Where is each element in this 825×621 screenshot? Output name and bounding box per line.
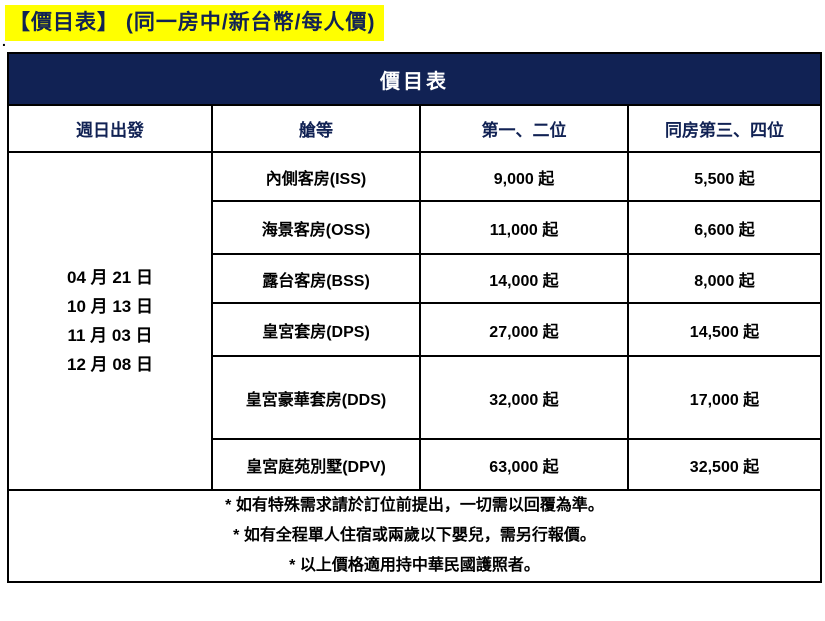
price-third-fourth: 17,000 起 <box>627 355 822 440</box>
departure-date: 10 月 13 日 <box>67 297 153 316</box>
stray-period: . <box>2 33 6 49</box>
cabin-name: 內側客房(ISS) <box>211 151 421 202</box>
departure-date: 04 月 21 日 <box>67 268 153 287</box>
price-first-second: 32,000 起 <box>419 355 629 440</box>
cabin-name: 海景客房(OSS) <box>211 200 421 255</box>
table-row: 皇宮豪華套房(DDS) 32,000 起 17,000 起 <box>8 355 822 440</box>
column-header-row: 週日出發 艙等 第一、二位 同房第三、四位 <box>7 104 822 153</box>
table-banner-title: 價目表 <box>7 52 822 106</box>
table-row: 皇宮庭苑別墅(DPV) 63,000 起 32,500 起 <box>8 438 822 491</box>
price-third-fourth: 32,500 起 <box>627 438 822 491</box>
price-first-second: 14,000 起 <box>419 253 629 304</box>
price-third-fourth: 8,000 起 <box>627 253 822 304</box>
col-header-cabin-class: 艙等 <box>211 104 421 153</box>
price-third-fourth: 6,600 起 <box>627 200 822 255</box>
note: * 如有全程單人住宿或兩歲以下嬰兒，需另行報價。 <box>233 527 596 544</box>
table-row: 露台客房(BSS) 14,000 起 8,000 起 <box>8 253 822 304</box>
departure-date: 12 月 08 日 <box>67 355 153 374</box>
price-third-fourth: 5,500 起 <box>627 151 822 202</box>
price-first-second: 63,000 起 <box>419 438 629 491</box>
price-third-fourth: 14,500 起 <box>627 302 822 357</box>
notes-cell: * 如有特殊需求請於訂位前提出，一切需以回覆為準。 * 如有全程單人住宿或兩歲以… <box>7 489 822 583</box>
table-row: 海景客房(OSS) 11,000 起 6,600 起 <box>8 200 822 255</box>
page-title: 【價目表】 (同一房中/新台幣/每人價) <box>5 5 384 41</box>
table-row: 04 月 21 日 10 月 13 日 11 月 03 日 12 月 08 日 … <box>7 151 822 491</box>
cabin-name: 皇宮豪華套房(DDS) <box>211 355 421 440</box>
note: * 如有特殊需求請於訂位前提出，一切需以回覆為準。 <box>225 497 604 514</box>
cabin-name: 皇宮套房(DPS) <box>211 302 421 357</box>
departure-date: 11 月 03 日 <box>67 326 153 345</box>
notes-row: * 如有特殊需求請於訂位前提出，一切需以回覆為準。 * 如有全程單人住宿或兩歲以… <box>7 489 822 583</box>
price-first-second: 11,000 起 <box>419 200 629 255</box>
price-first-second: 27,000 起 <box>419 302 629 357</box>
cabin-name: 露台客房(BSS) <box>211 253 421 304</box>
col-header-third-fourth: 同房第三、四位 <box>627 104 822 153</box>
note: * 以上價格適用持中華民國護照者。 <box>289 557 540 574</box>
departure-dates-cell: 04 月 21 日 10 月 13 日 11 月 03 日 12 月 08 日 <box>7 151 213 491</box>
col-header-first-second: 第一、二位 <box>419 104 629 153</box>
table-row: 皇宮套房(DPS) 27,000 起 14,500 起 <box>8 302 822 357</box>
col-header-departure: 週日出發 <box>7 104 213 153</box>
price-first-second: 9,000 起 <box>419 151 629 202</box>
cabin-name: 皇宮庭苑別墅(DPV) <box>211 438 421 491</box>
price-table: 價目表 週日出發 艙等 第一、二位 同房第三、四位 04 月 21 日 10 月… <box>7 52 822 583</box>
table-banner-row: 價目表 <box>7 52 822 106</box>
